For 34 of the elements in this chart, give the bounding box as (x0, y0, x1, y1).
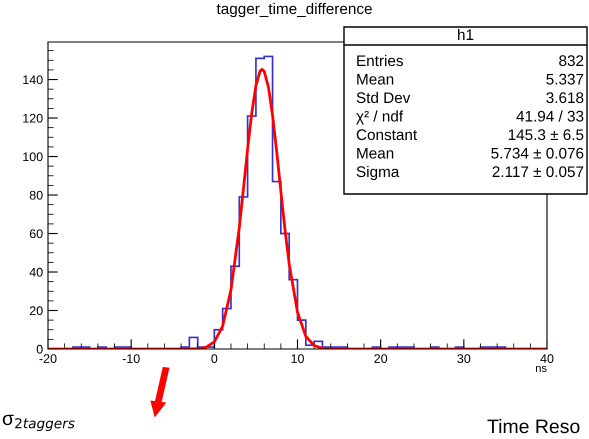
annotation: Mean (357, 148, 394, 159)
annotation: 41.94 / 33 (516, 110, 584, 122)
x-tick-label: 20 (374, 354, 388, 364)
annotation: χ² / ndf (356, 110, 404, 125)
x-tick-label: 40 (540, 354, 554, 364)
text: Time Reso (487, 418, 580, 434)
annotation: Entries (357, 54, 403, 66)
y-tick-label: 0 (36, 344, 43, 354)
x-tick-label: -20 (40, 354, 57, 364)
y-tick-label: 20 (30, 306, 43, 316)
text: 832 (559, 55, 584, 66)
annotation: Std Dev (356, 92, 410, 104)
text: h1 (458, 28, 474, 40)
x-tick-label: 30 (457, 354, 470, 364)
annotation: 3.618 (546, 92, 584, 104)
y-tick-label: 120 (23, 114, 43, 123)
x-tick-label: -10 (122, 354, 140, 364)
x-axis-title: ns (536, 366, 547, 372)
y-tick-label: 40 (30, 268, 43, 277)
annotation: 5.734 ± 0.076 (491, 148, 584, 159)
text: σ$_{2taggers}$ (2, 414, 75, 432)
y-tick-label: 80 (30, 190, 43, 200)
annotation: 2.117 ± 0.057 (492, 166, 584, 178)
chart-title: tagger_time_difference (216, 2, 372, 18)
x-tick-label: 10 (292, 354, 304, 364)
annotation: 5.337 (546, 74, 584, 85)
annotation: 145.3 ± 6.5 (508, 129, 584, 140)
annotation: Mean (357, 74, 394, 85)
y-tick-label: 100 (23, 152, 43, 162)
annotation: Sigma (356, 166, 400, 180)
x-tick-label: 0 (211, 354, 218, 364)
y-tick-label: 140 (23, 75, 43, 84)
y-tick-label: 60 (30, 229, 43, 238)
annotation: Constant (356, 129, 418, 140)
